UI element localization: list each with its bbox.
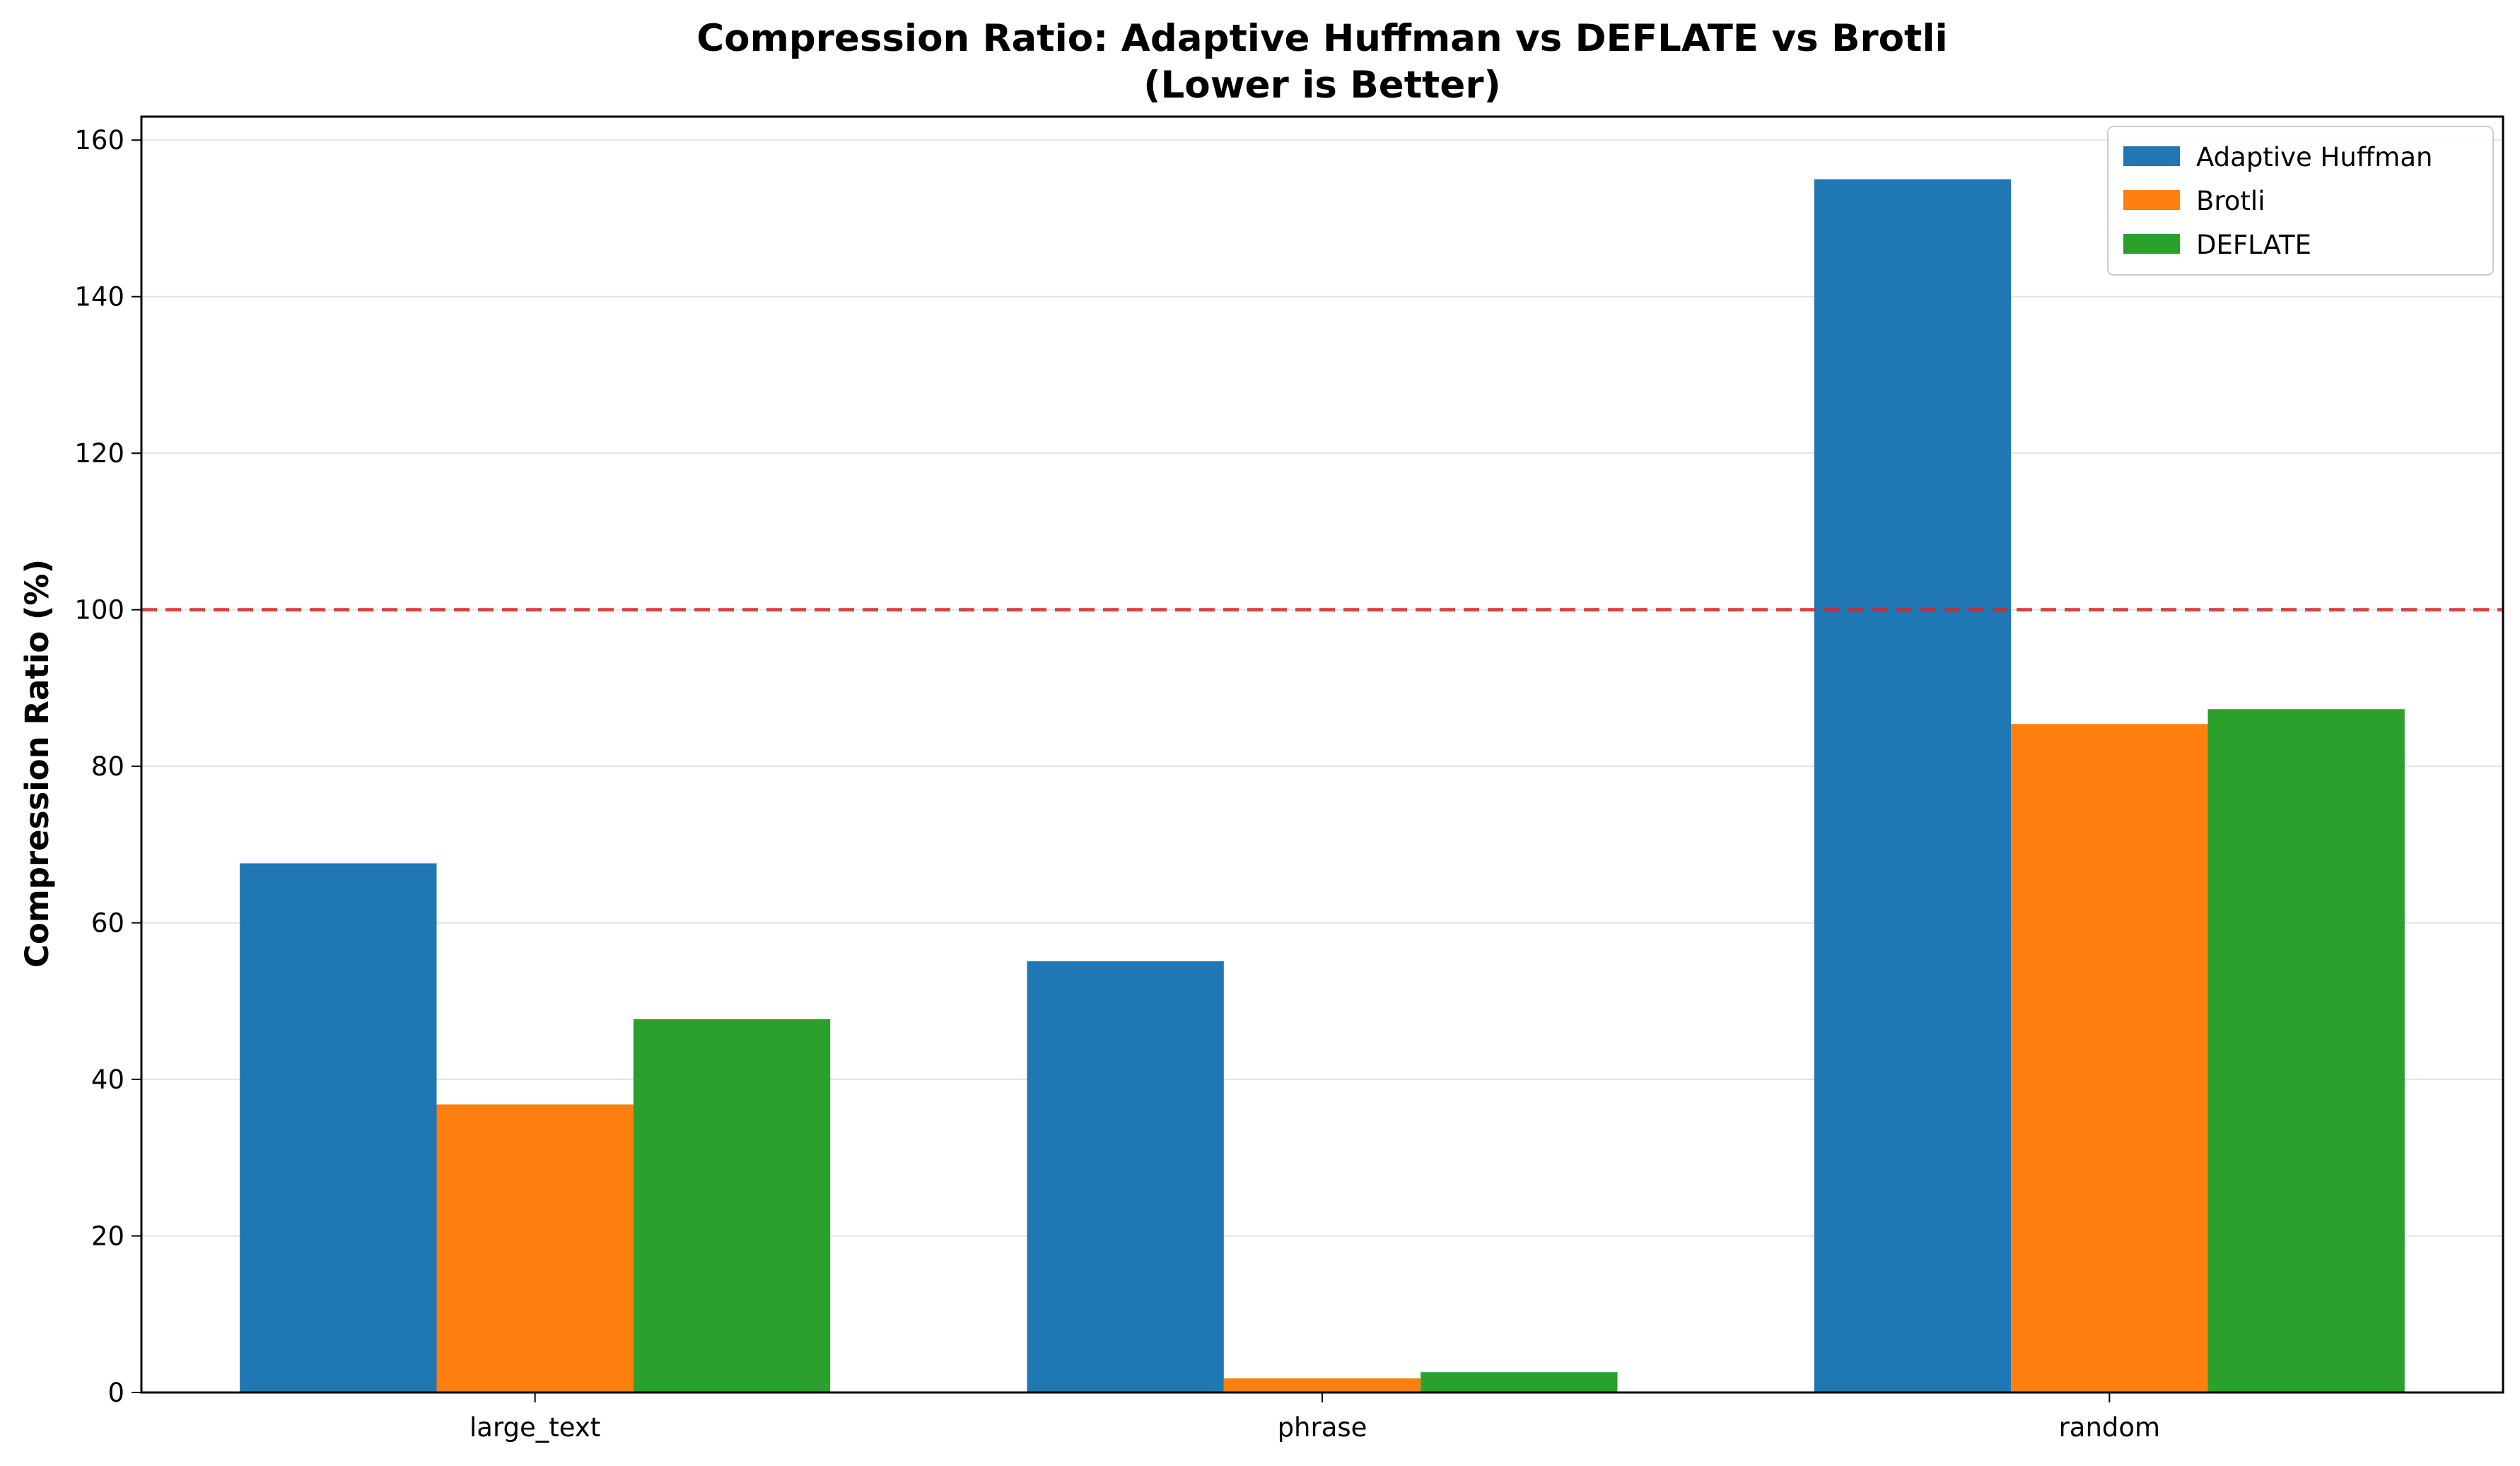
y-tick-label: 40 <box>91 1065 124 1095</box>
bar <box>2207 709 2405 1392</box>
x-tick-label: phrase <box>1278 1412 1367 1443</box>
y-tick-label: 140 <box>74 282 124 312</box>
bar <box>2011 724 2208 1392</box>
axes: 0 20 40 60 80 100 120 140 160 large_text phrase ran… <box>74 115 2504 1443</box>
y-axis-label: Compression Ratio (%) <box>18 559 56 968</box>
legend-entry: Brotli <box>2196 186 2265 216</box>
bar <box>1027 961 1224 1392</box>
legend-entry: Adaptive Huffman <box>2196 142 2432 172</box>
legend-swatch <box>2123 190 2180 210</box>
bar <box>1814 179 2012 1392</box>
y-tick-label: 60 <box>91 908 124 939</box>
y-tick-label: 80 <box>91 751 124 782</box>
x-tick-label: large_text <box>469 1412 600 1443</box>
bar <box>633 1019 831 1392</box>
chart-subtitle: (Lower is Better) <box>1143 64 1500 107</box>
chart-title: Compression Ratio: Adaptive Huffman vs D… <box>696 17 1947 60</box>
legend-swatch <box>2123 234 2180 254</box>
plot-frame <box>140 115 2504 1394</box>
bar <box>1223 1378 1421 1392</box>
y-tick-label: 120 <box>74 438 124 469</box>
bar <box>436 1104 634 1392</box>
legend-box <box>2107 126 2494 276</box>
bar <box>240 863 437 1392</box>
x-tick-label: random <box>2059 1412 2161 1443</box>
y-tick-label: 100 <box>74 595 124 626</box>
bar <box>1421 1372 1618 1392</box>
y-tick-label: 160 <box>74 125 124 156</box>
legend: Adaptive Huffman Brotli DEFLATE <box>2107 126 2494 276</box>
legend-swatch <box>2123 146 2180 166</box>
legend-entry: DEFLATE <box>2196 230 2311 260</box>
bars <box>240 179 2405 1392</box>
y-tick-label: 20 <box>91 1221 124 1252</box>
y-tick-label: 0 <box>107 1378 124 1408</box>
